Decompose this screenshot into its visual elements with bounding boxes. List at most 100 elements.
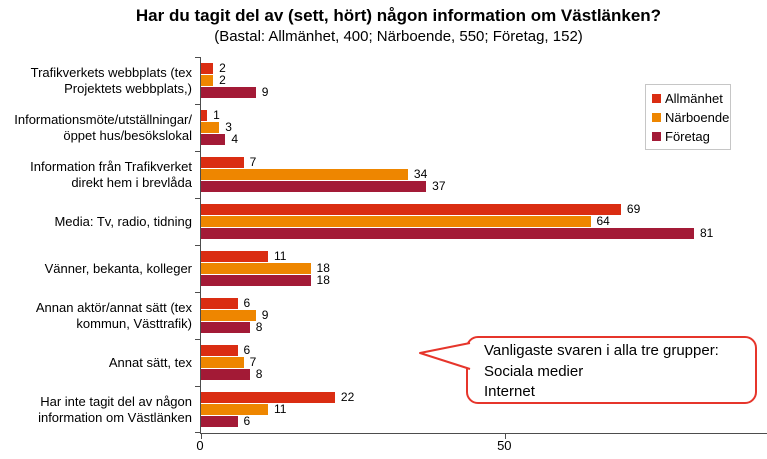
category-label: Annat sätt, tex bbox=[108, 354, 192, 370]
x-axis: 0 50 bbox=[0, 438, 767, 456]
bar-row: 3 bbox=[201, 120, 767, 134]
legend-swatch-narboende bbox=[652, 113, 661, 122]
bar-narboende bbox=[201, 404, 268, 415]
bar-value-label: 37 bbox=[432, 179, 446, 193]
callout-line: Internet bbox=[484, 383, 535, 400]
bar-row: 7 bbox=[201, 356, 767, 368]
bar-row: 2 bbox=[201, 73, 767, 87]
y-axis-tick bbox=[195, 151, 201, 152]
category-label: Har inte tagit del av någon information … bbox=[38, 394, 192, 425]
bar-group: 22 11 6 bbox=[201, 386, 767, 433]
bar-narboende bbox=[201, 310, 256, 321]
bar-value-label: 9 bbox=[261, 308, 269, 322]
legend-item-allmanhet: Allmänhet bbox=[652, 91, 724, 106]
bar-row: 6 bbox=[201, 414, 767, 428]
bar-value-label: 64 bbox=[596, 214, 610, 228]
legend-item-foretag: Företag bbox=[652, 129, 724, 144]
callout-bubble-body bbox=[466, 336, 757, 404]
y-axis-tick bbox=[195, 57, 201, 58]
bar-allmanhet bbox=[201, 251, 268, 262]
bar-row: 18 bbox=[201, 273, 767, 287]
bar-value-label: 2 bbox=[219, 61, 226, 75]
bar-row: 64 bbox=[201, 214, 767, 228]
bar-allmanhet bbox=[201, 204, 621, 215]
bar-group: 69 64 81 bbox=[201, 198, 767, 245]
bar-foretag bbox=[201, 322, 250, 333]
bar-row: 11 bbox=[201, 249, 767, 263]
bar-value-label: 22 bbox=[340, 390, 355, 404]
bar-row: 8 bbox=[201, 320, 767, 334]
chart-subtitle: (Bastal: Allmänhet, 400; Närboende, 550;… bbox=[214, 28, 583, 45]
category-label: Annan aktör/annat sätt (tex kommun, Väst… bbox=[35, 300, 192, 331]
bar-value-label: 6 bbox=[243, 343, 251, 357]
bar-foretag bbox=[201, 369, 250, 380]
bar-value-label: 11 bbox=[273, 249, 287, 263]
bar-value-label: 34 bbox=[413, 167, 428, 181]
bar-group: 11 18 18 bbox=[201, 245, 767, 292]
bar-value-label: 69 bbox=[626, 202, 641, 216]
bar-value-label: 6 bbox=[243, 296, 251, 310]
bar-allmanhet bbox=[201, 345, 238, 356]
y-axis-tick bbox=[195, 386, 201, 387]
y-axis-tick bbox=[195, 432, 201, 433]
legend-swatch-foretag bbox=[652, 132, 661, 141]
bar-row: 7 bbox=[201, 155, 767, 169]
bar-value-label: 1 bbox=[213, 108, 220, 122]
callout-text: Vanligaste svaren i alla tre grupper: So… bbox=[484, 341, 754, 403]
x-axis-tick bbox=[201, 434, 202, 439]
bar-foretag bbox=[201, 275, 311, 286]
bar-foretag bbox=[201, 134, 226, 145]
bar-value-label: 6 bbox=[243, 414, 251, 428]
bar-narboende bbox=[201, 169, 408, 180]
bar-allmanhet bbox=[201, 63, 214, 74]
x-axis-tick-label: 50 bbox=[497, 438, 512, 453]
x-axis-tick bbox=[505, 434, 507, 439]
bar-value-label: 8 bbox=[255, 367, 263, 381]
bar-row: 81 bbox=[201, 226, 767, 240]
bar-value-label: 2 bbox=[219, 73, 226, 87]
bar-narboende bbox=[201, 122, 220, 133]
bar-row: 6 bbox=[201, 296, 767, 310]
bar-value-label: 7 bbox=[249, 155, 257, 169]
legend-label: Företag bbox=[665, 129, 710, 144]
category-labels: Trafikverkets webbplats (tex Projektets … bbox=[0, 57, 192, 433]
bar-foretag bbox=[201, 87, 256, 98]
bar-row: 9 bbox=[201, 86, 767, 98]
bar-narboende bbox=[201, 216, 591, 227]
bar-foretag bbox=[201, 181, 427, 192]
bar-value-label: 18 bbox=[316, 261, 330, 275]
bar-value-label: 3 bbox=[225, 120, 232, 134]
bar-value-label: 18 bbox=[316, 273, 330, 287]
plot-area: 2 2 9 1 3 4 7 34 37 69 64 81 11 18 18 6 9 8 6 7 8 22 11 6 bbox=[195, 57, 767, 439]
y-axis-tick bbox=[195, 339, 201, 340]
category-label: Media: Tv, radio, tidning bbox=[54, 213, 192, 229]
category-label: Information från Trafikverket direkt hem… bbox=[30, 159, 192, 190]
y-axis-tick bbox=[195, 245, 201, 246]
bar-narboende bbox=[201, 263, 311, 274]
bar-value-label: 8 bbox=[255, 320, 263, 334]
bar-narboende bbox=[201, 357, 244, 368]
bar-allmanhet bbox=[201, 110, 208, 121]
bar-allmanhet bbox=[201, 392, 335, 403]
bar-row: 18 bbox=[201, 261, 767, 275]
bar-allmanhet bbox=[201, 157, 244, 168]
bar-foretag bbox=[201, 416, 238, 427]
category-label: Vänner, bekanta, kolleger bbox=[44, 260, 192, 276]
callout-line: Sociala medier bbox=[484, 362, 584, 380]
legend: Allmänhet Närboende Företag bbox=[645, 84, 731, 150]
bar-group: 7 34 37 bbox=[201, 151, 767, 198]
bar-foretag bbox=[201, 228, 694, 239]
bar-value-label: 4 bbox=[231, 132, 239, 146]
category-label: Informationsmöte/utställningar/ öppet hu… bbox=[14, 112, 192, 143]
y-axis-tick bbox=[195, 104, 201, 105]
bar-row: 69 bbox=[201, 202, 767, 216]
callout-bubble bbox=[419, 336, 757, 404]
x-axis-tick-label: 0 bbox=[196, 438, 204, 453]
legend-label: Allmänhet bbox=[665, 91, 723, 106]
category-label: Trafikverkets webbplats (tex Projektets … bbox=[30, 65, 192, 96]
bar-allmanhet bbox=[201, 298, 238, 309]
bar-value-label: 81 bbox=[699, 226, 714, 240]
legend-label: Närboende bbox=[665, 110, 730, 125]
